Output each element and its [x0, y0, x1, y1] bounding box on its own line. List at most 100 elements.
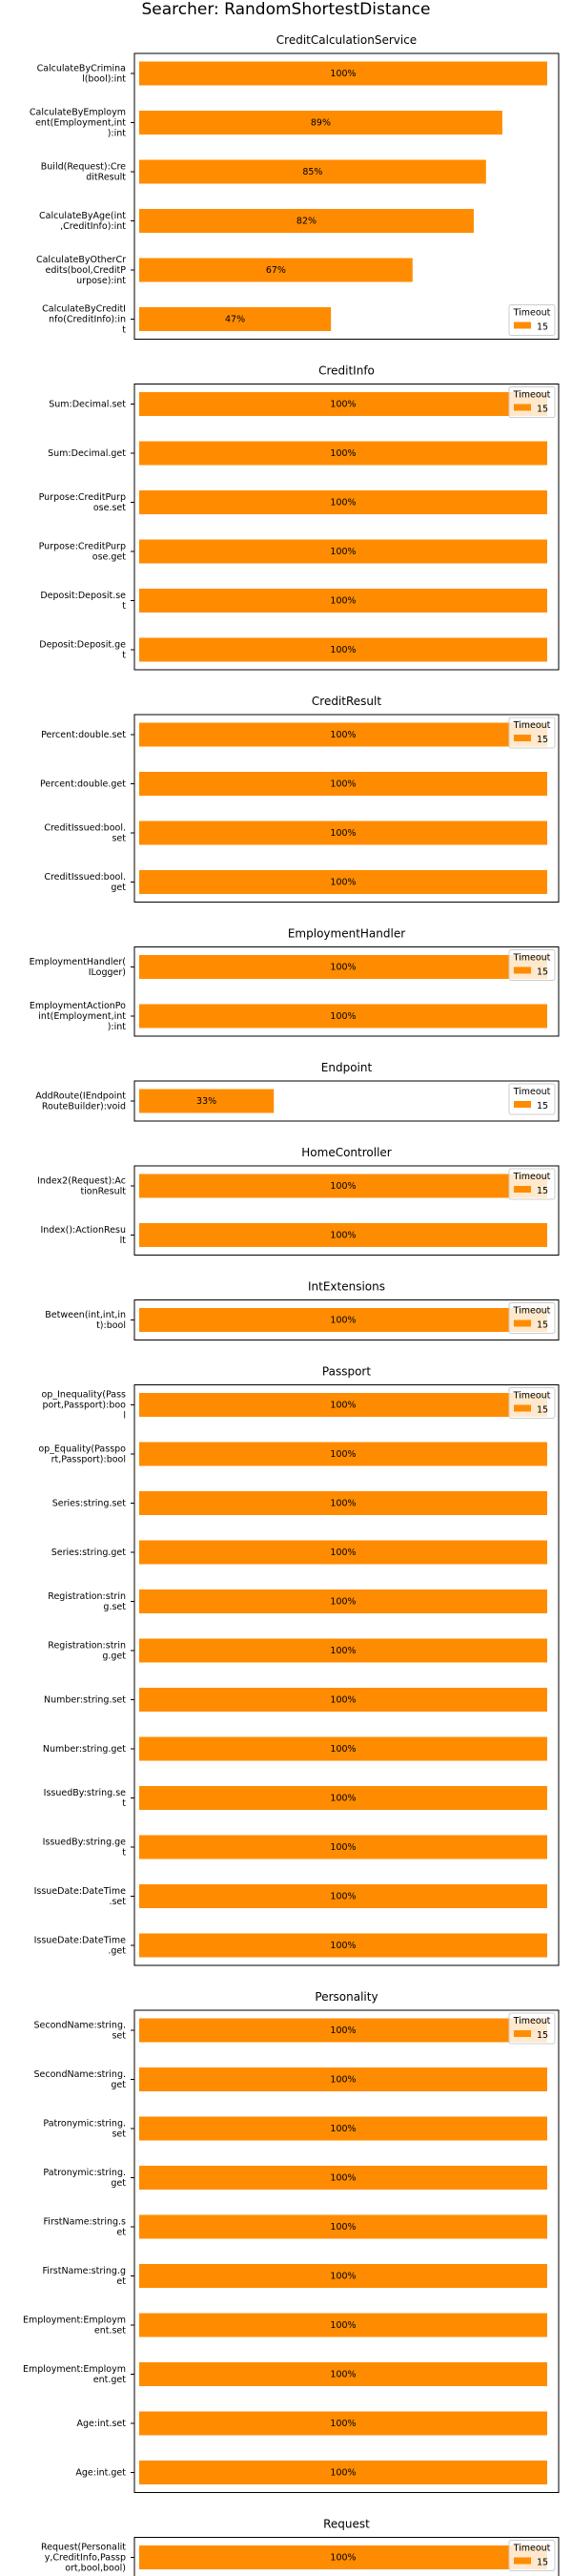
- category-label: Between(int,int,in t):bool: [45, 1310, 126, 1331]
- bar-value-label: 100%: [330, 2222, 356, 2233]
- bar-value-label: 100%: [330, 2320, 356, 2331]
- panel-title: CreditResult: [312, 695, 381, 708]
- legend-label: 15: [537, 967, 548, 978]
- bar: [139, 258, 413, 282]
- category-label: Sum:Decimal.get: [48, 448, 126, 459]
- category-label: Percent:double.set: [41, 730, 126, 740]
- panel-title: HomeController: [301, 1146, 392, 1159]
- category-label: Age:int.get: [75, 2468, 126, 2479]
- bar-value-label: 82%: [296, 217, 317, 227]
- bar: [139, 589, 547, 613]
- bar: [139, 1884, 547, 1908]
- bar-value-label: 67%: [266, 265, 286, 276]
- legend-swatch: [514, 404, 531, 411]
- category-label: Number:string.set: [44, 1695, 126, 1706]
- legend-title: Timeout: [513, 1087, 551, 1097]
- bar-value-label: 100%: [330, 1401, 356, 1411]
- bar-value-label: 100%: [330, 2272, 356, 2282]
- bar-value-label: 33%: [196, 1096, 216, 1107]
- bar-value-label: 100%: [330, 2553, 356, 2564]
- legend-title: Timeout: [513, 1306, 551, 1317]
- bar: [139, 1223, 547, 1247]
- bar: [139, 61, 547, 86]
- bar-value-label: 100%: [330, 596, 356, 607]
- legend-label: 15: [537, 735, 548, 745]
- category-label: CalculateByCreditI nfo(CreditInfo):in t: [42, 304, 126, 336]
- category-label: Index2(Request):Ac tionResult: [37, 1176, 126, 1197]
- bar: [139, 637, 547, 662]
- category-label: Purpose:CreditPurp ose.get: [39, 542, 127, 563]
- category-label: IssuedBy:string.ge t: [43, 1838, 127, 1859]
- bar: [139, 111, 502, 135]
- category-label: Number:string.get: [43, 1744, 126, 1755]
- bar-value-label: 100%: [330, 1941, 356, 1951]
- category-label: CalculateByOtherCr edits(bool,CreditP urpo…: [36, 255, 126, 286]
- bar-value-label: 100%: [330, 2370, 356, 2380]
- category-label: Registration:strin g.get: [48, 1641, 126, 1662]
- legend-label: 15: [537, 1320, 548, 1331]
- category-label: EmploymentActionPo int(Employment,int):in…: [30, 1001, 126, 1032]
- axes-frame: [133, 1384, 560, 1966]
- bar: [139, 1835, 547, 1859]
- bar-value-label: 100%: [330, 2025, 356, 2036]
- bar-value-label: 100%: [330, 2173, 356, 2184]
- bar-value-label: 100%: [330, 1449, 356, 1460]
- category-label: op_Inequality(Pass port,Passport):boo l: [42, 1390, 127, 1422]
- category-label: Index():ActionResu lt: [40, 1225, 126, 1246]
- category-label: Employment:Employm ent.get: [23, 2364, 126, 2385]
- category-label: Deposit:Deposit.ge t: [39, 640, 126, 661]
- bar-value-label: 100%: [330, 1316, 356, 1326]
- legend-title: Timeout: [513, 1172, 551, 1182]
- bar-value-label: 100%: [330, 963, 356, 973]
- bar: [139, 441, 547, 466]
- legend-swatch: [514, 2557, 531, 2565]
- bar: [139, 955, 547, 979]
- bar: [139, 772, 547, 796]
- panel-title: CreditInfo: [318, 364, 375, 378]
- bar-value-label: 89%: [311, 118, 331, 129]
- bar: [139, 1089, 275, 1113]
- category-label: Build(Request):Cre ditResult: [41, 162, 127, 183]
- category-label: FirstName:string.g et: [42, 2266, 126, 2287]
- category-label: Series:string.set: [52, 1499, 126, 1509]
- bar: [139, 1393, 547, 1417]
- legend-label: 15: [537, 1186, 548, 1196]
- bar: [139, 1589, 547, 1613]
- category-label: IssueDate:DateTime .get: [34, 1936, 127, 1957]
- bar: [139, 1638, 547, 1663]
- category-label: EmploymentHandler(ILogger): [30, 957, 126, 978]
- bar-value-label: 100%: [330, 779, 356, 790]
- category-label: IssuedBy:string.se t: [44, 1788, 127, 1809]
- bar: [139, 1688, 547, 1712]
- panel-title: CreditCalculationService: [276, 33, 417, 47]
- bar-value-label: 100%: [330, 730, 356, 740]
- panel-title: IntExtensions: [308, 1280, 385, 1294]
- category-label: Purpose:CreditPurp ose.set: [39, 492, 127, 513]
- category-label: Percent:double.get: [40, 779, 126, 790]
- category-label: Series:string.get: [51, 1548, 127, 1558]
- legend-swatch: [514, 322, 531, 329]
- category-label: CalculateByAge(int ,CreditInfo):int: [39, 211, 126, 232]
- legend-title: Timeout: [513, 953, 551, 964]
- bar-value-label: 100%: [330, 1794, 356, 1804]
- bar: [139, 2018, 547, 2043]
- bar: [139, 2067, 547, 2091]
- legend-title: Timeout: [513, 390, 551, 401]
- legend-title: Timeout: [513, 2016, 551, 2026]
- legend-swatch: [514, 1186, 531, 1193]
- bar-value-label: 100%: [330, 448, 356, 459]
- legend-swatch: [514, 735, 531, 741]
- bar: [139, 490, 547, 514]
- panel-title: Personality: [315, 1990, 378, 2004]
- axes-frame: [133, 384, 560, 671]
- bar-value-label: 100%: [330, 1646, 356, 1656]
- bar: [139, 1308, 547, 1332]
- category-label: Deposit:Deposit.se t: [40, 591, 126, 612]
- category-label: Age:int.set: [77, 2419, 127, 2429]
- axes-frame: [133, 946, 560, 1037]
- category-label: CreditIssued:bool. get: [44, 872, 126, 893]
- bar-value-label: 100%: [330, 2075, 356, 2086]
- bar-value-label: 100%: [330, 1744, 356, 1755]
